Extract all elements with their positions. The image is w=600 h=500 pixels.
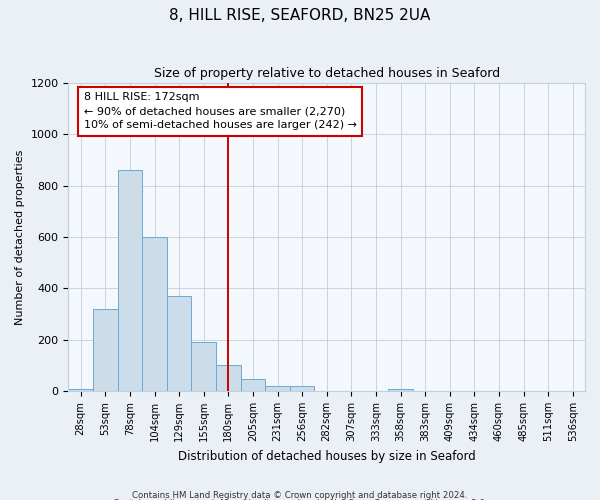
X-axis label: Distribution of detached houses by size in Seaford: Distribution of detached houses by size …: [178, 450, 476, 462]
Bar: [265, 386, 290, 391]
Text: 8, HILL RISE, SEAFORD, BN25 2UA: 8, HILL RISE, SEAFORD, BN25 2UA: [169, 8, 431, 22]
Y-axis label: Number of detached properties: Number of detached properties: [15, 150, 25, 325]
Bar: [93, 309, 118, 391]
Bar: [241, 379, 265, 391]
Bar: [68, 388, 93, 391]
Text: Contains public sector information licensed under the Open Government Licence v3: Contains public sector information licen…: [113, 499, 487, 500]
Title: Size of property relative to detached houses in Seaford: Size of property relative to detached ho…: [154, 68, 500, 80]
Bar: [388, 388, 413, 391]
Bar: [118, 170, 142, 391]
Text: 8 HILL RISE: 172sqm
← 90% of detached houses are smaller (2,270)
10% of semi-det: 8 HILL RISE: 172sqm ← 90% of detached ho…: [84, 92, 357, 130]
Bar: [142, 237, 167, 391]
Text: Contains HM Land Registry data © Crown copyright and database right 2024.: Contains HM Land Registry data © Crown c…: [132, 490, 468, 500]
Bar: [191, 342, 216, 391]
Bar: [167, 296, 191, 391]
Bar: [290, 386, 314, 391]
Bar: [216, 366, 241, 391]
